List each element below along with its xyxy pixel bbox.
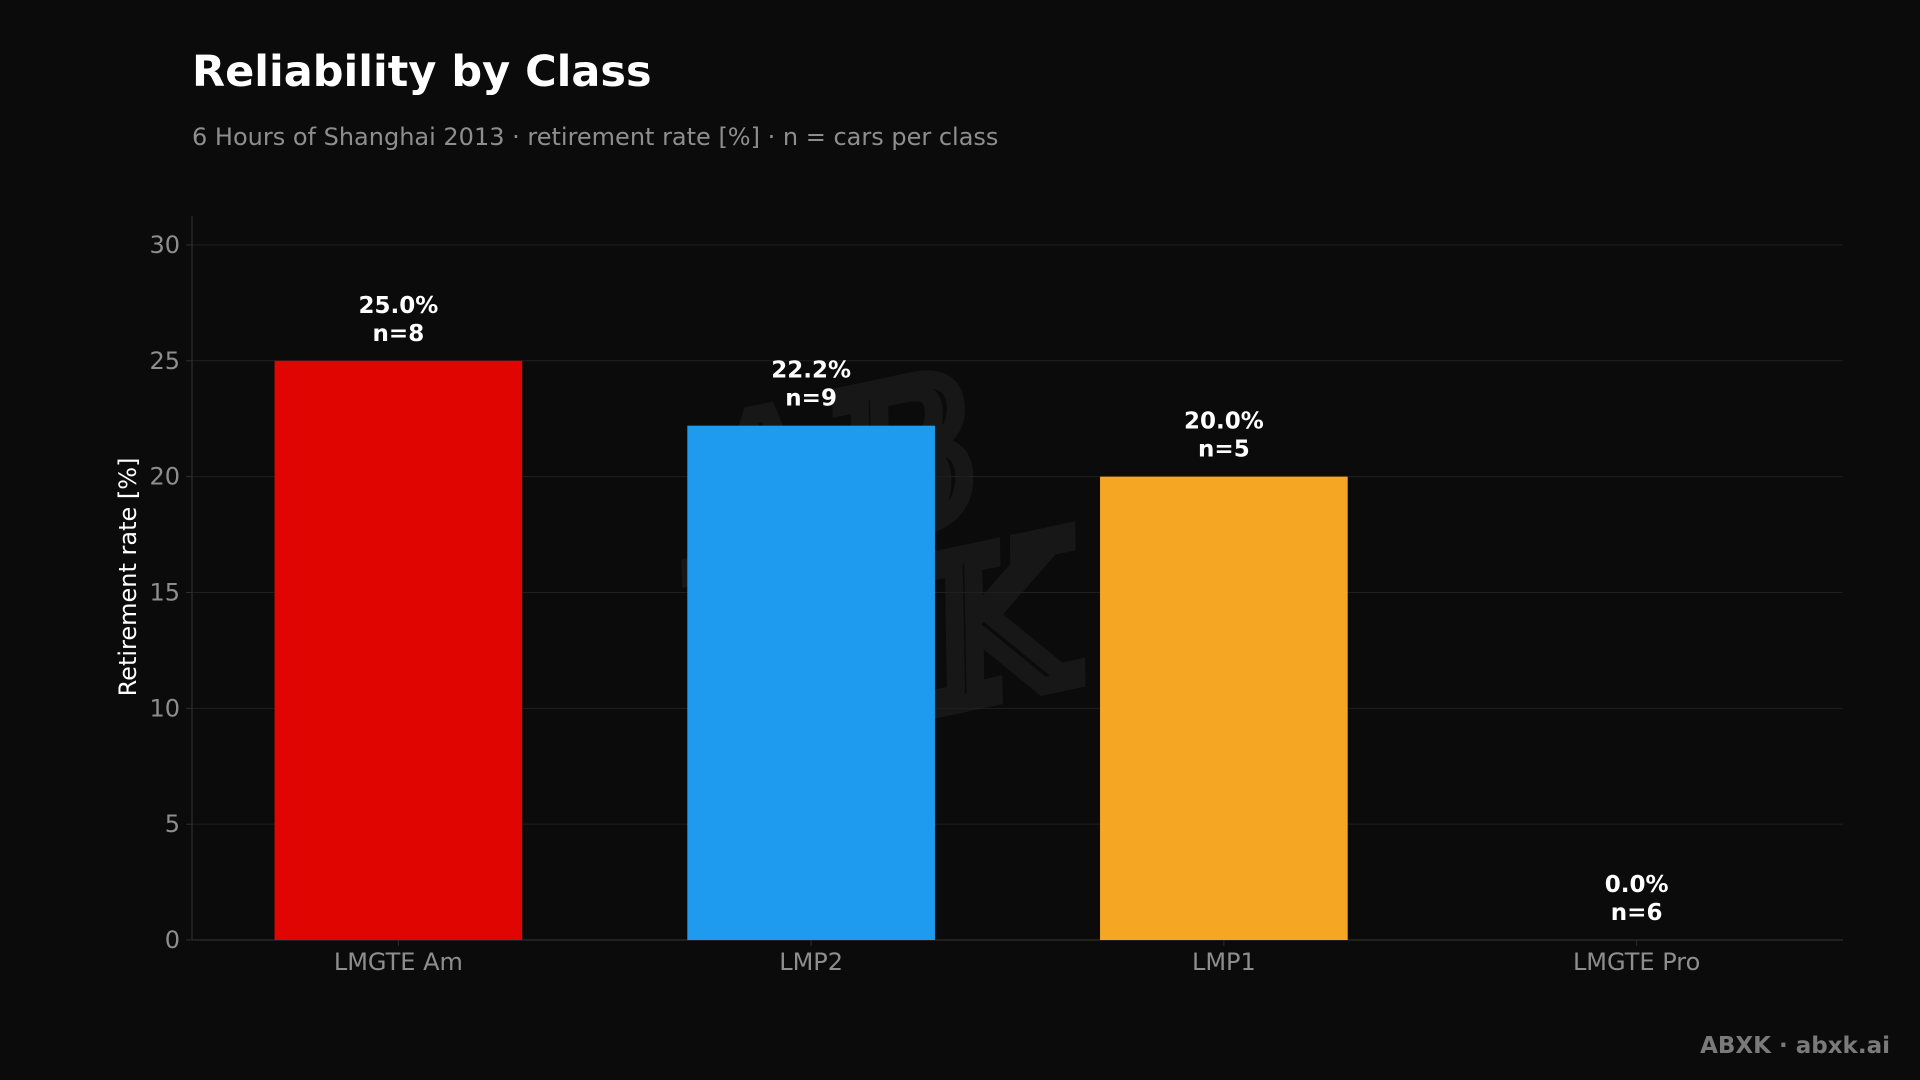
count-label: n=5	[1198, 437, 1250, 463]
footer-credit: ABXK · abxk.ai	[1700, 1033, 1890, 1059]
value-label: 0.0%	[1605, 872, 1669, 898]
value-label: 25.0%	[358, 293, 438, 319]
x-tick-label: LMP1	[1192, 948, 1256, 976]
x-tick-label: LMGTE Am	[334, 948, 463, 976]
count-label: n=6	[1611, 900, 1663, 926]
y-tick-label: 25	[149, 347, 180, 375]
bars	[274, 360, 1348, 940]
chart-subtitle: 6 Hours of Shanghai 2013 · retirement ra…	[192, 123, 998, 151]
y-tick-labels: 0 5 10 15 20 25 30	[149, 231, 180, 954]
value-label: 22.2%	[771, 358, 851, 384]
chart-title: Reliability by Class	[192, 47, 652, 97]
x-tick-label: LMP2	[779, 948, 843, 976]
y-tick-label: 20	[149, 463, 180, 491]
y-tick-label: 15	[149, 578, 180, 606]
y-tick-label: 10	[149, 694, 180, 722]
x-tick-label: LMGTE Pro	[1573, 948, 1700, 976]
data-labels: 25.0%n=8 22.2%n=9 20.0%n=5 0.0%n=6	[358, 293, 1668, 926]
value-label: 20.0%	[1184, 409, 1264, 435]
bar-lmgte-am	[274, 360, 523, 940]
y-axis-label: Retirement rate [%]	[114, 458, 142, 697]
bar-lmp1	[1100, 476, 1348, 940]
y-tick-label: 5	[165, 810, 180, 838]
y-tick-label: 30	[149, 231, 180, 259]
x-tick-labels: LMGTE Am LMP2 LMP1 LMGTE Pro	[334, 948, 1700, 976]
count-label: n=9	[785, 386, 837, 412]
y-tick-label: 0	[165, 926, 180, 954]
bar-lmp2	[687, 425, 935, 940]
count-label: n=8	[373, 321, 425, 347]
